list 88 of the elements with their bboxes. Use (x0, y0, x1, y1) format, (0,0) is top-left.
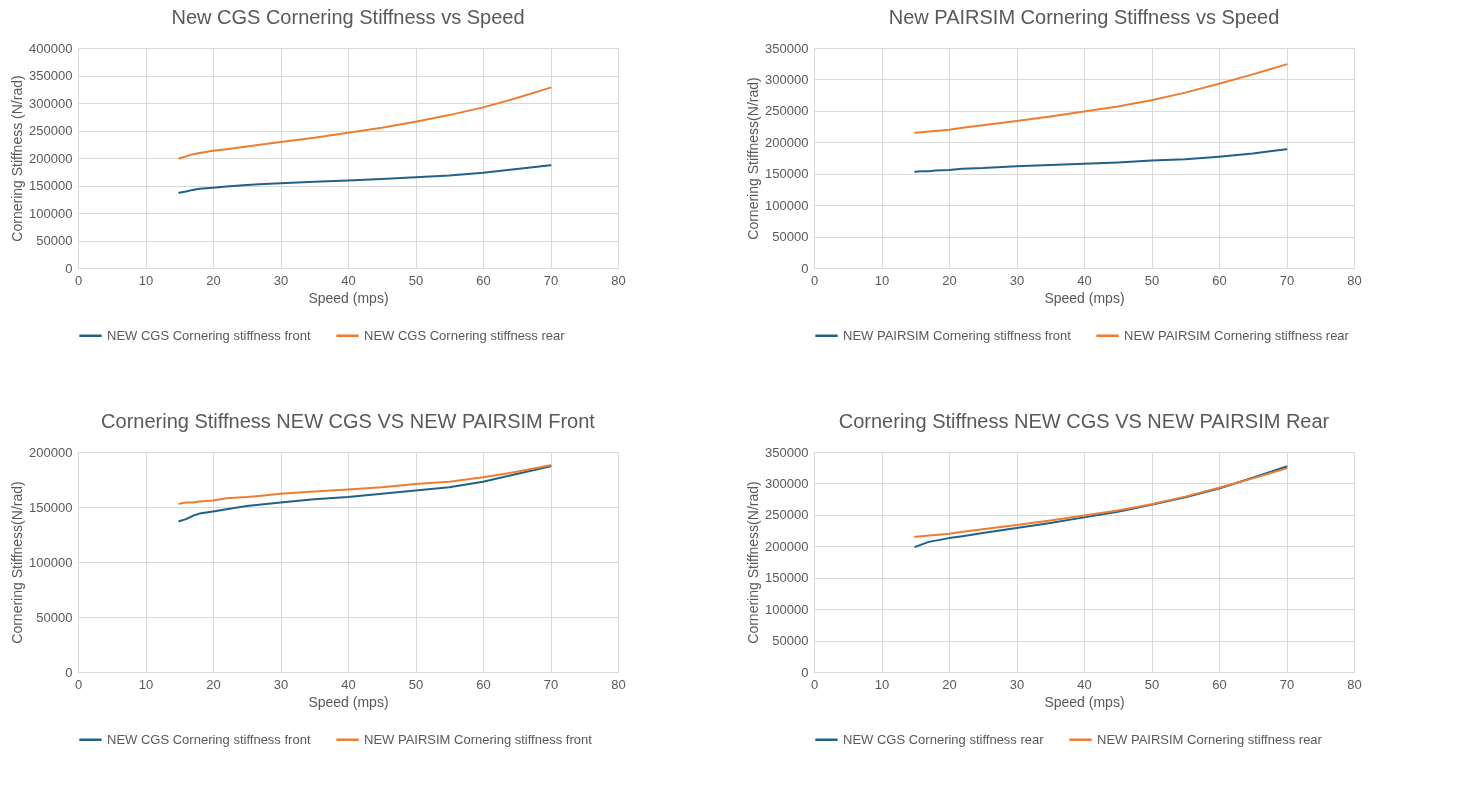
y-tick-label: 150000 (29, 178, 73, 193)
y-tick-label: 200000 (29, 444, 73, 460)
y-tick-label: 200000 (29, 150, 73, 166)
x-tick-label: 60 (476, 272, 491, 288)
x-tick-label: 50 (1144, 676, 1160, 692)
x-tick-label: 40 (1077, 676, 1092, 692)
x-axis-title: Speed (mps) (1044, 289, 1125, 306)
y-tick-label: 150000 (765, 570, 809, 586)
x-tick-label: 70 (543, 272, 559, 288)
y-axis-title: Cornering Stiffness (N/rad) (9, 75, 26, 242)
x-tick-label: 10 (138, 676, 154, 692)
x-tick-label: 40 (341, 272, 356, 288)
line-series (914, 148, 1288, 173)
x-tick-label: 70 (543, 676, 559, 692)
x-axis-title: Speed (mps) (308, 289, 389, 306)
x-tick-label: 50 (1144, 272, 1160, 288)
y-tick-label: 200000 (765, 134, 809, 150)
y-tick-label: 0 (801, 260, 809, 276)
y-tick-label: 250000 (29, 123, 73, 138)
x-tick-label: 80 (611, 676, 626, 692)
y-tick-label: 350000 (765, 40, 809, 56)
y-tick-label: 50000 (772, 229, 809, 245)
x-tick-label: 30 (273, 272, 289, 288)
y-tick-label: 300000 (29, 95, 73, 111)
y-tick-label: 50000 (36, 609, 73, 625)
y-tick-label: 300000 (765, 475, 809, 491)
y-tick-label: 0 (801, 664, 809, 680)
x-tick-label: 60 (1212, 272, 1227, 288)
x-tick-label: 80 (1347, 676, 1362, 692)
y-tick-label: 0 (65, 260, 73, 276)
y-tick-label: 250000 (765, 507, 809, 523)
chart-title: Cornering Stiffness NEW CGS VS NEW PAIRSIM Rear (838, 410, 1330, 432)
x-tick-label: 20 (206, 676, 221, 692)
legend-label: NEW CGS Cornering stiffness rear (364, 327, 566, 343)
x-tick-label: 20 (942, 676, 957, 692)
y-tick-label: 0 (65, 664, 73, 680)
line-series (914, 63, 1288, 134)
x-tick-label: 30 (273, 676, 289, 692)
y-tick-label: 150000 (29, 499, 73, 515)
y-tick-label: 350000 (29, 68, 73, 83)
x-axis-title: Speed (mps) (1044, 693, 1125, 710)
line-series (178, 464, 552, 505)
x-tick-label: 20 (206, 272, 221, 288)
x-tick-label: 30 (1009, 676, 1025, 692)
y-axis-title: Cornering Stiffness(N/rad) (9, 481, 26, 644)
y-tick-label: 100000 (765, 601, 809, 617)
legend-label: NEW CGS Cornering stiffness front (107, 731, 311, 747)
x-tick-label: 10 (138, 272, 154, 288)
line-series (178, 164, 552, 194)
line-series (178, 86, 552, 160)
y-axis-title: Cornering Stiffness(N/rad) (745, 77, 762, 240)
x-tick-label: 50 (408, 676, 424, 692)
x-axis-title: Speed (mps) (308, 693, 389, 710)
chart-title: New CGS Cornering Stiffness vs Speed (171, 6, 525, 28)
x-tick-label: 40 (341, 676, 356, 692)
y-tick-label: 250000 (765, 103, 809, 119)
y-axis-title: Cornering Stiffness(N/rad) (745, 481, 762, 644)
y-tick-label: 300000 (765, 71, 809, 87)
y-tick-label: 150000 (765, 166, 809, 182)
legend-label: NEW CGS Cornering stiffness front (107, 327, 311, 343)
x-tick-label: 10 (874, 676, 890, 692)
y-tick-label: 400000 (29, 40, 73, 56)
y-tick-label: 100000 (765, 197, 809, 213)
line-series (178, 465, 552, 523)
y-tick-label: 100000 (29, 554, 73, 570)
x-tick-label: 70 (1279, 676, 1295, 692)
x-tick-label: 30 (1009, 272, 1025, 288)
legend-label: NEW PAIRSIM Cornering stiffness rear (1124, 327, 1350, 343)
x-tick-label: 70 (1279, 272, 1295, 288)
legend-label: NEW PAIRSIM Cornering stiffness front (364, 731, 593, 747)
y-tick-label: 50000 (772, 633, 809, 649)
legend-label: NEW PAIRSIM Cornering stiffness rear (1097, 731, 1323, 747)
x-tick-label: 50 (408, 272, 424, 288)
x-tick-label: 40 (1077, 272, 1092, 288)
x-tick-label: 80 (611, 272, 626, 288)
x-tick-label: 80 (1347, 272, 1362, 288)
legend-label: NEW CGS Cornering stiffness rear (843, 731, 1045, 747)
y-tick-label: 100000 (29, 205, 73, 221)
legend-label: NEW PAIRSIM Cornering stiffness front (843, 327, 1072, 343)
y-tick-label: 50000 (36, 233, 73, 248)
chart-title: Cornering Stiffness NEW CGS VS NEW PAIRSIM Front (101, 410, 596, 432)
x-tick-label: 60 (1212, 676, 1227, 692)
y-tick-label: 200000 (765, 538, 809, 554)
x-tick-label: 10 (874, 272, 890, 288)
y-tick-label: 350000 (765, 444, 809, 460)
x-tick-label: 20 (942, 272, 957, 288)
chart-title: New PAIRSIM Cornering Stiffness vs Speed (888, 6, 1280, 28)
x-tick-label: 60 (476, 676, 491, 692)
